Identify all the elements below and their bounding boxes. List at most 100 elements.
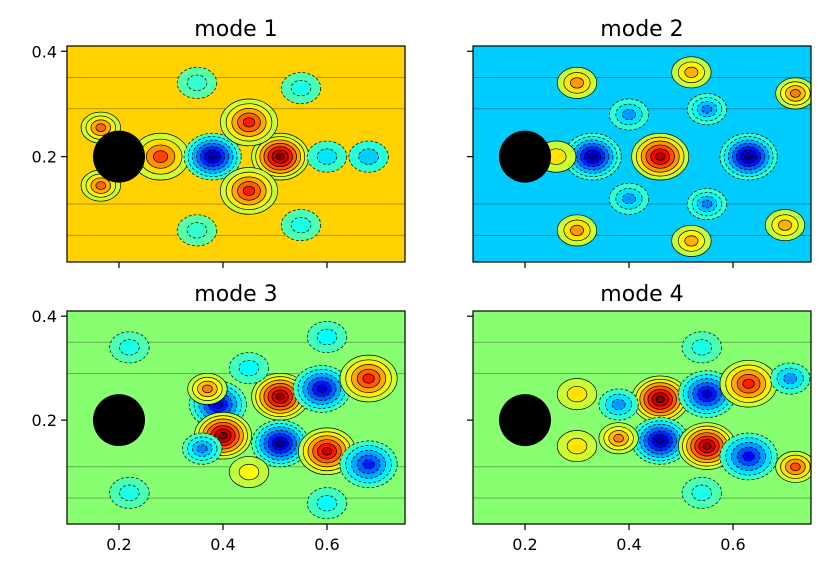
contour-level [613, 434, 624, 443]
contour-level [611, 398, 626, 411]
cylinder-obstacle [93, 394, 145, 447]
subplot-title: mode 4 [600, 282, 683, 307]
contour-level [316, 328, 338, 346]
contour-feature [631, 132, 690, 181]
contour-level [691, 339, 713, 356]
contour-level [744, 152, 754, 161]
contour-feature [176, 66, 218, 99]
contour-level [655, 152, 666, 161]
subplot-mode-3: mode 3 0.2 0.4 0.6 0.2 0.4 [32, 282, 406, 554]
y-tick-label: 0.2 [32, 148, 57, 167]
contour-feature [678, 422, 736, 470]
contour-level [119, 484, 140, 501]
contour-feature [686, 93, 728, 126]
contour-feature [719, 432, 778, 481]
x-tick-label: 0.6 [720, 535, 745, 554]
contour-feature [631, 417, 690, 465]
contour-feature [671, 56, 712, 89]
contour-level [362, 373, 375, 384]
contour-level [95, 123, 107, 132]
contour-level [218, 431, 228, 440]
contour-level [622, 108, 636, 121]
contour-feature [719, 132, 778, 181]
contour-level [790, 462, 801, 472]
axes-frame [472, 45, 812, 263]
contour-feature [339, 440, 398, 489]
cylinder-obstacle [499, 130, 551, 183]
axes-frame [472, 310, 812, 525]
contour-feature [556, 214, 598, 247]
contour-level [691, 484, 713, 501]
contour-level [358, 148, 379, 165]
contour-feature [681, 331, 722, 364]
subplot-mode-4: mode 4 0.2 0.4 0.6 [467, 282, 812, 554]
subplot-title: mode 1 [194, 17, 277, 42]
contour-feature [556, 66, 598, 99]
contour-feature [671, 224, 712, 257]
contour-level [702, 442, 712, 450]
contour-level [186, 222, 208, 239]
x-tick-label: 0.6 [314, 535, 339, 554]
y-tick-label: 0.4 [32, 307, 57, 326]
contour-feature [183, 132, 242, 181]
contour-feature [131, 132, 190, 181]
contour-feature [556, 430, 598, 463]
subplot-title: mode 3 [194, 282, 277, 307]
contour-feature [292, 365, 351, 413]
contour-level [566, 437, 588, 455]
contour-feature [228, 456, 270, 488]
contour-level [566, 385, 588, 403]
contour-level [316, 148, 338, 165]
contour-level [655, 437, 665, 445]
contour-feature [280, 209, 322, 242]
contour-field [67, 46, 405, 262]
contour-level [570, 224, 584, 236]
contour-feature [109, 476, 150, 509]
contour-level [290, 216, 312, 234]
contour-level [186, 74, 208, 92]
contour-feature [220, 167, 278, 215]
contour-level [701, 389, 713, 399]
axes-frame [66, 310, 406, 525]
subplot-title: mode 2 [600, 17, 683, 42]
y-tick-label: 0.4 [32, 42, 57, 61]
contour-level [701, 104, 713, 114]
contour-feature [775, 77, 811, 110]
contour-level [701, 199, 713, 209]
contour-level [684, 235, 699, 247]
contour-level [275, 393, 285, 401]
contour-level [684, 66, 699, 78]
x-tick-label: 0.2 [512, 535, 537, 554]
cylinder-obstacle [499, 394, 551, 447]
contour-level [242, 117, 256, 128]
contour-feature [608, 182, 650, 215]
contour-feature [109, 331, 150, 364]
cylinder-obstacle [93, 130, 145, 183]
contour-level [208, 152, 218, 161]
x-tick-label: 0.4 [210, 535, 235, 554]
contour-level [570, 77, 584, 89]
x-tick-label: 0.4 [616, 535, 641, 554]
contour-feature [182, 432, 223, 465]
contour-level [588, 152, 598, 161]
contour-feature [608, 98, 650, 131]
contour-feature [348, 140, 389, 173]
subplot-mode-2: mode 2 [467, 17, 812, 268]
contour-level [95, 181, 107, 190]
contour-level [119, 339, 140, 356]
contour-level [242, 185, 256, 196]
contour-level [275, 439, 285, 448]
contour-feature [681, 476, 722, 509]
contour-field [67, 311, 405, 524]
contour-level [742, 451, 755, 462]
contour-feature [775, 450, 811, 483]
contour-level [622, 193, 636, 205]
contour-level [655, 395, 665, 404]
contour-level [778, 219, 792, 231]
x-tick-label: 0.2 [106, 535, 131, 554]
contour-band [473, 466, 811, 499]
contour-level [196, 444, 208, 453]
contour-level [316, 384, 327, 394]
y-tick-label: 0.2 [32, 411, 57, 430]
contour-feature [220, 98, 278, 147]
